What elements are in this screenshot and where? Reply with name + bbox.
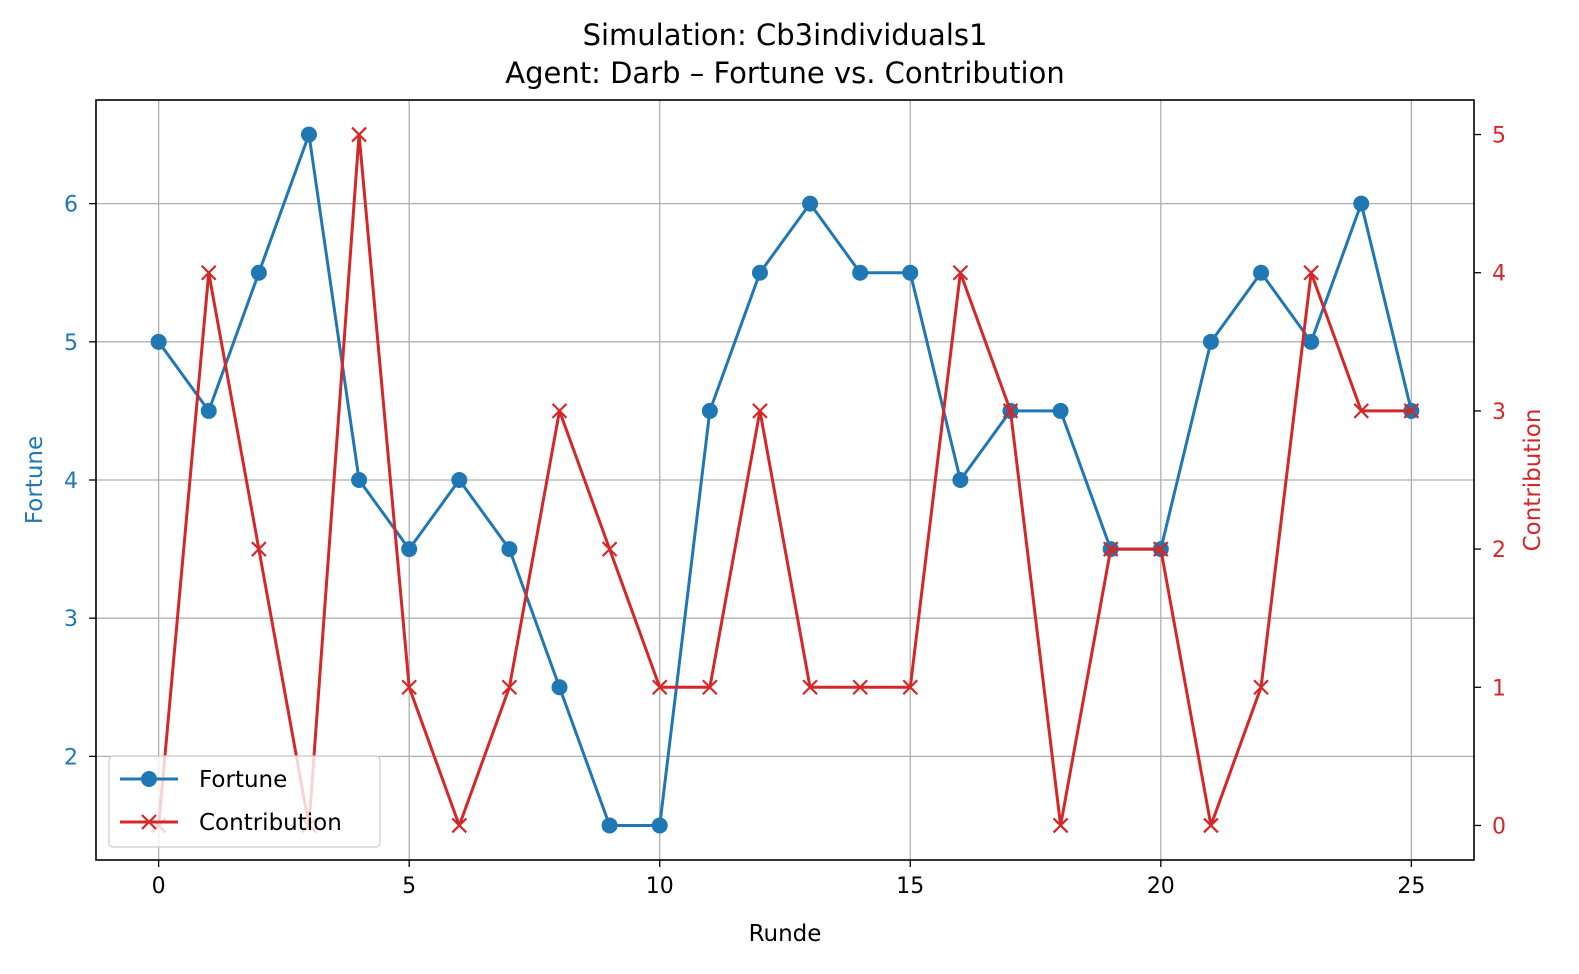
x-tick-label: 20 xyxy=(1147,874,1175,899)
contribution-point xyxy=(651,679,668,696)
fortune-point xyxy=(751,264,768,281)
left-y-axis: 2 3 4 5 6 xyxy=(64,193,96,770)
contribution-point xyxy=(702,679,718,696)
fortune-point xyxy=(200,402,217,419)
contribution-point xyxy=(852,679,868,696)
right-y-tick-label: 3 xyxy=(1492,400,1506,425)
fortune-series-line xyxy=(157,133,1413,827)
contribution-point xyxy=(902,679,919,696)
right-y-axis-label: Contribution xyxy=(1520,409,1546,552)
x-axis-label: Runde xyxy=(749,921,822,947)
right-y-tick-label: 1 xyxy=(1492,676,1506,701)
x-axis: 0 5 10 15 20 25 xyxy=(152,860,1425,899)
contribution-point xyxy=(1153,541,1169,557)
fortune-point xyxy=(852,264,869,281)
legend-fortune-marker xyxy=(141,771,157,787)
legend-contribution-label: Contribution xyxy=(199,810,342,836)
left-y-axis-label: Fortune xyxy=(22,436,48,524)
left-y-tick-label: 5 xyxy=(64,331,78,356)
fortune-point xyxy=(551,679,568,696)
contribution-point xyxy=(1052,817,1069,834)
fortune-point xyxy=(952,472,969,488)
left-y-tick-label: 6 xyxy=(64,193,78,218)
left-y-tick-label: 3 xyxy=(64,607,78,632)
fortune-point xyxy=(351,472,368,488)
contribution-point xyxy=(451,817,468,834)
legend-fortune-label: Fortune xyxy=(199,767,287,793)
contribution-point xyxy=(1102,541,1119,557)
contribution-point xyxy=(1002,403,1019,419)
contribution-point xyxy=(952,264,969,281)
fortune-point xyxy=(451,472,468,488)
fortune-point xyxy=(802,195,819,212)
x-tick-label: 25 xyxy=(1397,874,1425,899)
right-y-tick-label: 5 xyxy=(1492,124,1506,149)
right-y-tick-label: 0 xyxy=(1492,814,1506,839)
contribution-point xyxy=(1203,817,1219,834)
legend: Fortune Contribution xyxy=(108,755,381,848)
contribution-point xyxy=(802,679,818,696)
fortune-point xyxy=(1052,402,1069,419)
x-tick-label: 10 xyxy=(646,874,674,899)
fortune-point xyxy=(150,333,167,350)
fortune-point xyxy=(250,264,267,281)
fortune-point xyxy=(300,126,317,143)
contribution-point xyxy=(501,679,518,696)
left-y-tick-label: 4 xyxy=(64,469,78,494)
series-layer xyxy=(150,126,1420,834)
fortune-point xyxy=(651,817,668,834)
fortune-point xyxy=(1202,333,1219,350)
contribution-point xyxy=(601,541,618,557)
contribution-series-line xyxy=(157,133,1412,827)
x-tick-label: 15 xyxy=(896,874,924,899)
contribution-point xyxy=(1253,679,1269,696)
left-y-tick-label: 2 xyxy=(64,745,78,770)
fortune-point xyxy=(1253,264,1270,281)
right-y-tick-label: 2 xyxy=(1492,538,1506,563)
grid xyxy=(96,100,1474,860)
x-tick-label: 0 xyxy=(152,874,166,899)
fortune-point xyxy=(501,541,518,558)
x-tick-label: 5 xyxy=(402,874,416,899)
chart-subtitle: Agent: Darb – Fortune vs. Contribution xyxy=(505,56,1064,90)
contribution-point xyxy=(752,403,768,419)
fortune-point xyxy=(1303,333,1320,350)
contribution-point xyxy=(200,264,217,281)
fortune-point xyxy=(601,817,618,834)
fortune-point xyxy=(902,264,919,281)
contribution-point xyxy=(1303,264,1319,281)
fortune-point xyxy=(401,541,418,558)
chart-title: Simulation: Cb3individuals1 xyxy=(583,18,988,52)
contribution-point xyxy=(251,541,267,557)
plot-frame xyxy=(95,99,1475,861)
contribution-point xyxy=(1403,403,1420,419)
contribution-point xyxy=(401,679,417,696)
contribution-point xyxy=(551,403,568,419)
contribution-point xyxy=(1353,403,1370,419)
right-y-tick-label: 4 xyxy=(1492,262,1506,287)
fortune-point xyxy=(1353,195,1370,212)
legend-contribution-marker xyxy=(141,814,157,830)
fortune-point xyxy=(701,402,718,419)
contribution-point xyxy=(351,126,367,143)
right-y-axis: 0 1 2 3 4 5 xyxy=(1474,124,1506,839)
